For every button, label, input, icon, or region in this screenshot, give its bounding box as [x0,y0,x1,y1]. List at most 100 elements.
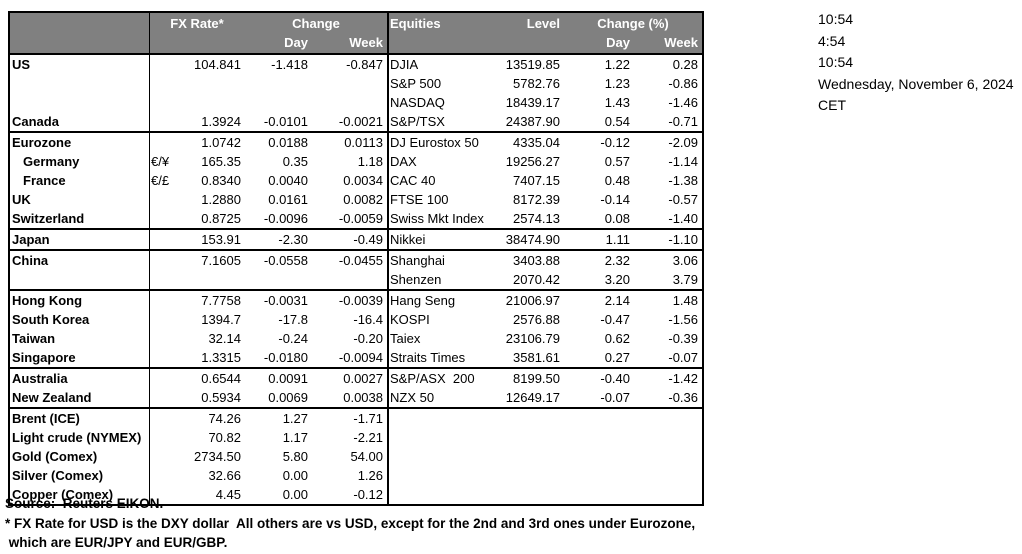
equity-day-change [564,447,634,466]
equity-week-change [634,428,702,447]
equity-name: Shanghai [390,253,445,268]
equity-name: FTSE 100 [390,192,449,207]
fx-day-header: Day [284,35,308,50]
table-row: Eurozone 1.0742 0.0188 0.0113 DJ Eurostox 50… [10,133,702,152]
currency-pair [149,270,173,289]
equity-day-change: 0.48 [604,173,630,188]
equity-day-change: -0.40 [600,371,630,386]
table-row: Copper (Comex) 4.45 0.00 -0.12 [10,485,702,504]
fx-rate-value: 0.8340 [201,173,241,188]
fx-rate-value: 1.2880 [201,192,241,207]
equity-day-change: -0.14 [600,192,630,207]
equity-week-change: -0.57 [668,192,698,207]
fx-equities-divider [387,13,389,504]
fx-week-change: -2.21 [353,430,383,445]
equity-week-change: -1.56 [668,312,698,327]
table-row: Hong Kong 7.7758 -0.0031 -0.0039 Hang Seng 21… [10,291,702,310]
fx-week-change: -16.4 [353,312,383,327]
equity-name: S&P/ASX 200 [390,371,475,386]
fx-day-change [245,74,312,93]
table-row: Brent (ICE) 74.26 1.27 -1.71 [10,409,702,428]
fx-rate-value [173,270,245,289]
footnote-line-1: * FX Rate for USD is the DXY dollar All … [5,515,696,531]
fx-week-change: -0.847 [346,57,383,72]
fx-day-change [245,93,312,112]
timezone-text: CET [818,97,846,113]
market-data-table: FX Rate* Change Equities Level Change (%… [8,11,704,506]
fx-week-change: -0.0059 [338,211,383,226]
fx-rate-value: 153.91 [201,232,241,247]
fx-day-change: -0.24 [278,331,308,346]
equity-week-change: -0.86 [668,76,698,91]
fx-week-change: -0.0021 [338,114,383,129]
equity-week-change: -0.36 [668,390,698,405]
fx-week-change: -0.12 [353,487,383,502]
fx-week-change: -0.0039 [338,293,383,308]
table-row: France €/£ 0.8340 0.0040 0.0034 CAC 40 7407.15… [10,171,702,190]
fx-rate-value: 32.66 [208,468,241,483]
fx-rate-value: 1.0742 [201,135,241,150]
country-label: Gold (Comex) [12,449,98,464]
equity-name: DJ Eurostox 50 [390,135,479,150]
fx-day-change: -0.0180 [263,350,308,365]
currency-pair [149,466,173,485]
equity-day-change: -0.07 [600,390,630,405]
fx-rate-value: 0.5934 [201,390,241,405]
equity-day-change: 1.23 [604,76,630,91]
table-row: US 104.841 -1.418 -0.847 DJIA 13519.85 1.22 0.2… [10,55,702,74]
fx-day-change: -2.30 [278,232,308,247]
fx-day-change: -0.0031 [263,293,308,308]
fx-day-change: 0.0091 [268,371,308,386]
corner-cell [10,13,149,34]
fx-rate-value: 104.841 [194,57,241,72]
table-row: UK 1.2880 0.0161 0.0082 FTSE 100 8172.39 -0.14… [10,190,702,209]
fx-week-change: -0.0455 [338,253,383,268]
equity-week-change: 3.79 [672,272,698,287]
equity-week-change: -1.40 [668,211,698,226]
equity-day-change: 2.14 [604,293,630,308]
fx-week-change: -0.0094 [338,350,383,365]
currency-pair [149,291,173,310]
fx-day-change: -0.0101 [263,114,308,129]
country-label: South Korea [12,312,90,327]
equity-level: 3581.61 [513,350,560,365]
country-label: Switzerland [12,211,85,226]
fx-rate-value: 165.35 [201,154,241,169]
country-label: UK [12,192,31,207]
equity-name: Nikkei [390,232,426,247]
fx-day-change: -0.0096 [263,211,308,226]
equity-day-change: 2.32 [604,253,630,268]
fx-rate-value [173,93,245,112]
country-label: Australia [12,371,68,386]
footnote-line-2: which are EUR/JPY and EUR/GBP. [5,535,228,550]
source-note: Source: Reuters EIKON. [5,496,164,511]
currency-pair [149,369,173,388]
country-label: France [23,173,66,188]
equity-name: KOSPI [390,312,430,327]
equity-day-change: 0.27 [604,350,630,365]
country-label: US [12,57,31,72]
equity-week-change: 0.28 [672,57,698,72]
country-label [10,93,149,112]
equity-level: 21006.97 [505,293,560,308]
table-row: Shenzen 2070.42 3.20 3.79 [10,270,702,291]
currency-pair [149,447,173,466]
fx-day-change: -1.418 [271,57,308,72]
fx-rate-value: 1394.7 [201,312,241,327]
equity-week-change: -0.07 [668,350,698,365]
equity-week-change: 3.06 [672,253,698,268]
equity-week-change: 1.48 [672,293,698,308]
table-row: NASDAQ 18439.17 1.43 -1.46 [10,93,702,112]
fx-rate-value: 0.6544 [201,371,241,386]
equity-week-change: -0.39 [668,331,698,346]
country-label: Germany [23,154,80,169]
table-row: Australia 0.6544 0.0091 0.0027 S&P/ASX 200 81… [10,369,702,388]
equity-name: S&P/TSX [390,114,445,129]
currency-pair [149,133,173,152]
country-label: Canada [12,114,59,129]
fx-rate-value: 1.3315 [201,350,241,365]
fx-day-change: 0.00 [282,487,308,502]
equity-week-change: -1.46 [668,95,698,110]
equity-day-change: 0.57 [604,154,630,169]
equity-week-change: -1.42 [668,371,698,386]
